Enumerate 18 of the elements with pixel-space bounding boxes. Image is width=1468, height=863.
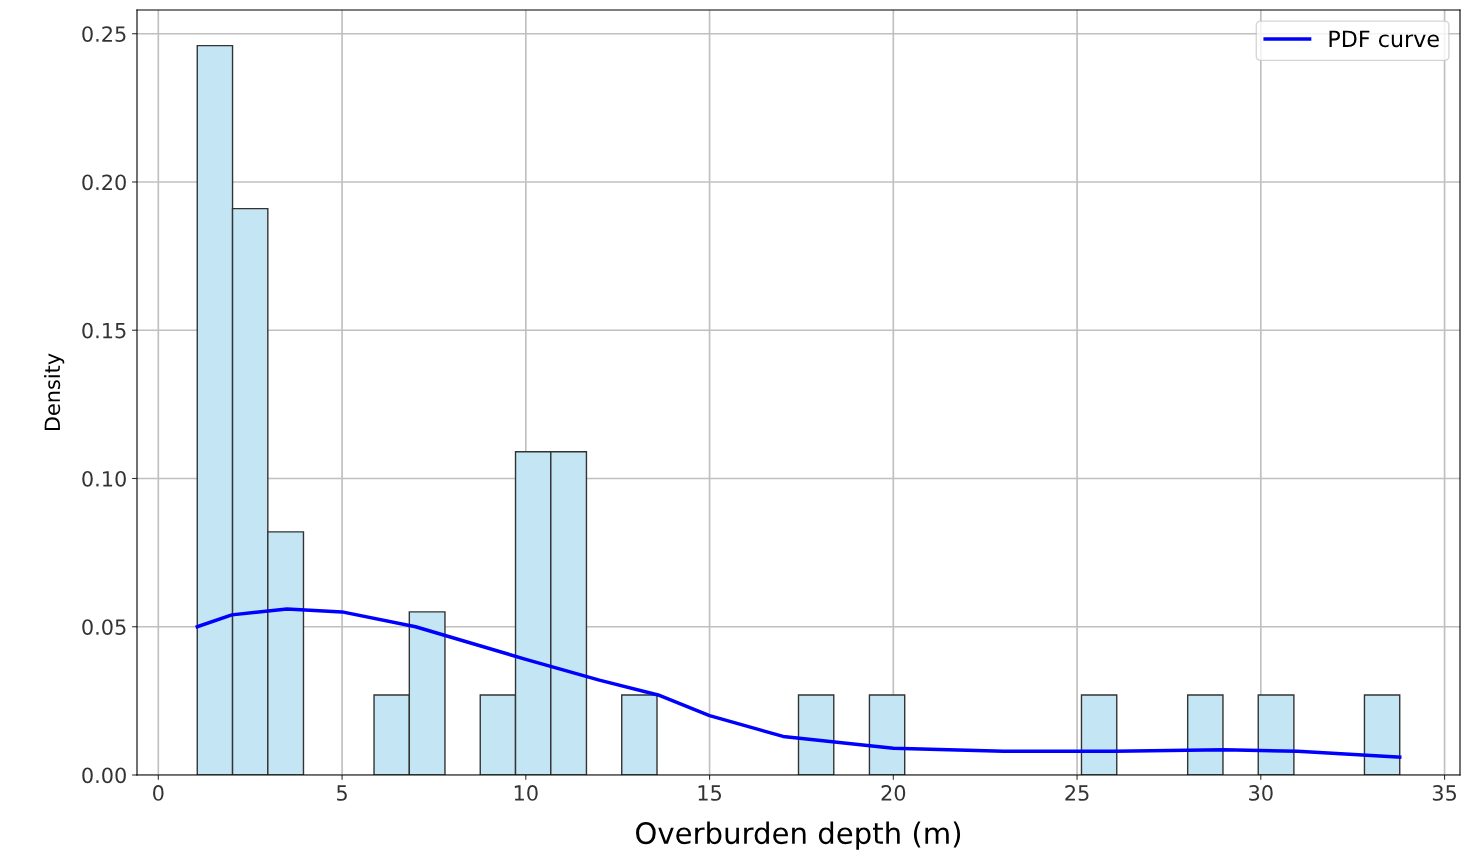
x-tick-label: 25 (1065, 785, 1089, 801)
y-tick-label: 0.10 (82, 470, 126, 487)
x-tick-label: 10 (514, 785, 538, 801)
y-tick-label: 0.25 (82, 26, 126, 42)
line-series (195, 607, 1402, 759)
y-tick-label: 0.20 (82, 174, 126, 191)
x-tick-label: 30 (1249, 785, 1273, 801)
x-tick-label: 5 (337, 785, 347, 801)
y-tick-label: 0.00 (82, 767, 126, 784)
x-axis-title: Overburden depth (m) (636, 821, 961, 850)
x-tick-label: 35 (1432, 785, 1456, 801)
x-tick-label: 0 (153, 785, 164, 801)
y-tick-label: 0.05 (82, 619, 126, 635)
legend-label: PDF curve (1329, 30, 1439, 48)
x-tick-label: 15 (698, 785, 721, 801)
y-tick-label: 0.15 (82, 322, 126, 339)
y-axis-title: Density (44, 353, 65, 431)
x-tick-label: 20 (881, 785, 906, 801)
